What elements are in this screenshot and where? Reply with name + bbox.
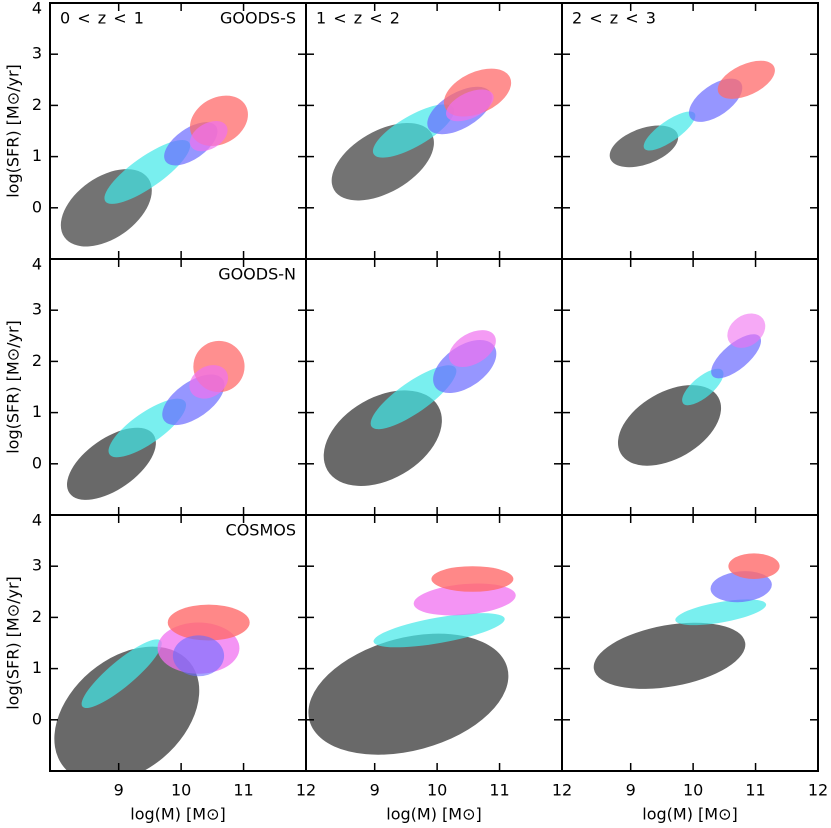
y-tick-label: 2 — [32, 351, 42, 370]
x-tick-label: 9 — [114, 781, 124, 800]
x-tick-label: 12 — [552, 781, 572, 800]
density-cloud — [413, 583, 516, 616]
x-tick-label: 11 — [745, 781, 765, 800]
y-tick-label: 3 — [32, 300, 42, 319]
y-tick-label: 1 — [32, 402, 42, 421]
x-tick-label: 12 — [808, 781, 828, 800]
density-cloud — [431, 566, 514, 592]
x-tick-label: 9 — [370, 781, 380, 800]
density-cloud — [643, 111, 696, 151]
y-tick-label: 0 — [32, 453, 42, 472]
y-tick-label: 0 — [32, 709, 42, 728]
density — [331, 68, 512, 201]
density — [593, 553, 780, 689]
density-cloud — [717, 60, 775, 99]
density — [67, 340, 245, 500]
y-tick-label: 2 — [32, 95, 42, 114]
x-tick-label: 12 — [296, 781, 316, 800]
x-tick-label: 11 — [233, 781, 253, 800]
y-tick-label: 3 — [32, 556, 42, 575]
density-cloud — [675, 599, 767, 626]
x-tick-label: 10 — [683, 781, 703, 800]
x-tick-label: 10 — [171, 781, 191, 800]
density — [609, 60, 775, 168]
density-cloud — [81, 639, 162, 709]
field-label: GOODS-S — [220, 9, 296, 28]
density-cloud — [593, 622, 746, 689]
y-tick-label: 2 — [32, 607, 42, 626]
redshift-label: 1 < z < 2 — [316, 9, 401, 28]
density-cloud — [54, 646, 200, 771]
y-axis-label: log(SFR) [M⊙/yr] — [4, 64, 23, 198]
panel-frame — [561, 2, 819, 260]
x-axis-label: log(M) [M⊙] — [130, 805, 225, 824]
x-tick-label: 11 — [489, 781, 509, 800]
density — [323, 330, 497, 486]
density-cloud — [448, 330, 496, 368]
redshift-label: 2 < z < 3 — [572, 9, 657, 28]
density — [60, 95, 248, 247]
panel-frame — [561, 514, 819, 772]
field-label: COSMOS — [226, 521, 296, 540]
x-axis-label: log(M) [M⊙] — [386, 805, 481, 824]
density — [308, 566, 516, 755]
density-cloud — [728, 553, 780, 579]
density-cloud — [172, 635, 225, 677]
y-tick-label: 4 — [32, 255, 42, 274]
y-axis-label: log(SFR) [M⊙/yr] — [4, 320, 23, 454]
density-cloud — [617, 385, 722, 466]
redshift-label: 0 < z < 1 — [60, 9, 145, 28]
density-cloud — [373, 613, 505, 648]
x-axis-label: log(M) [M⊙] — [642, 805, 737, 824]
density — [617, 313, 766, 466]
x-tick-label: 10 — [427, 781, 447, 800]
y-axis-label: log(SFR) [M⊙/yr] — [4, 576, 23, 710]
x-tick-label: 9 — [626, 781, 636, 800]
density-cloud — [167, 604, 250, 641]
density — [54, 604, 250, 771]
y-tick-label: 1 — [32, 658, 42, 677]
density-cloud — [446, 89, 494, 122]
density-cloud — [189, 121, 228, 152]
density-cloud — [308, 633, 509, 755]
y-tick-label: 0 — [32, 197, 42, 216]
density-cloud — [682, 368, 724, 406]
y-tick-label: 3 — [32, 44, 42, 63]
y-tick-label: 4 — [32, 0, 42, 18]
density-cloud — [727, 313, 766, 348]
y-tick-label: 1 — [32, 146, 42, 165]
field-label: GOODS-N — [218, 265, 296, 284]
density-cloud — [189, 365, 229, 399]
y-tick-label: 4 — [32, 511, 42, 530]
